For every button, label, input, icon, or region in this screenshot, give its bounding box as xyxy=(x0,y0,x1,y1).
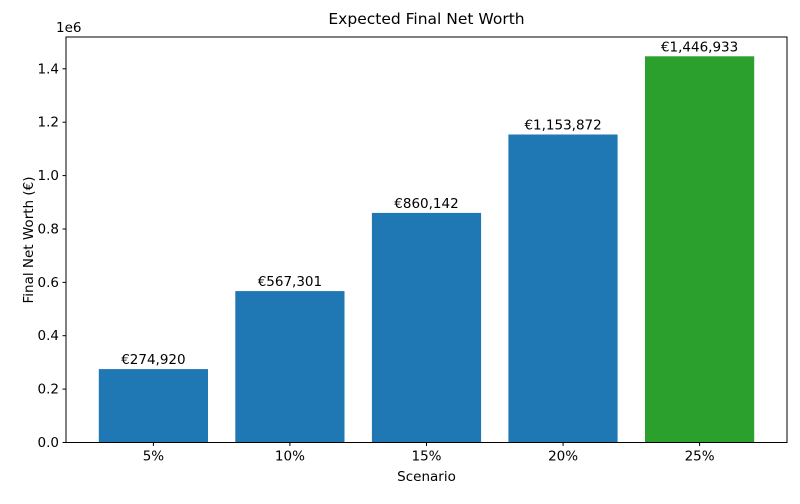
axes-group: 0.0 0.2 0.4 0.6 0.8 1.0 1.2 1.4 5% 10% 15% 20% 25% xyxy=(38,36,788,465)
bar-15% xyxy=(371,212,482,443)
bar-value-label: €567,301 xyxy=(258,274,322,290)
y-tick-label: 0.4 xyxy=(38,328,59,344)
x-tick-label: 20% xyxy=(548,449,578,465)
bars-group xyxy=(98,56,755,443)
x-tick-label: 25% xyxy=(685,449,715,465)
y-axis-offset-text: 1e6 xyxy=(56,20,81,36)
x-axis-label: Scenario xyxy=(397,469,456,485)
bar-5% xyxy=(98,369,208,443)
x-tick-label: 5% xyxy=(143,449,165,465)
bar-10% xyxy=(235,291,345,443)
y-tick-label: 1.4 xyxy=(38,61,59,77)
x-tick-label: 10% xyxy=(275,449,305,465)
bar-value-labels-group: €274,920 €567,301 €860,142 €1,153,872 €1,446… xyxy=(121,39,738,368)
y-tick-label: 0.2 xyxy=(38,382,59,398)
bar-20% xyxy=(508,134,618,443)
x-tick-label: 15% xyxy=(411,449,441,465)
y-tick-label: 0.8 xyxy=(38,222,59,238)
y-tick-label: 0.0 xyxy=(38,435,59,451)
bar-value-label: €1,153,872 xyxy=(524,118,601,134)
y-tick-label: 1.2 xyxy=(38,115,59,131)
bar-value-label: €274,920 xyxy=(121,352,185,368)
y-axis-label: Final Net Worth (€) xyxy=(21,176,37,303)
chart-title: Expected Final Net Worth xyxy=(328,10,524,28)
y-tick-label: 1.0 xyxy=(38,168,59,184)
bar-value-label: €1,446,933 xyxy=(661,39,738,55)
bar-value-label: €860,142 xyxy=(394,196,458,212)
y-tick-label: 0.6 xyxy=(38,275,59,291)
bar-25% xyxy=(645,56,755,443)
